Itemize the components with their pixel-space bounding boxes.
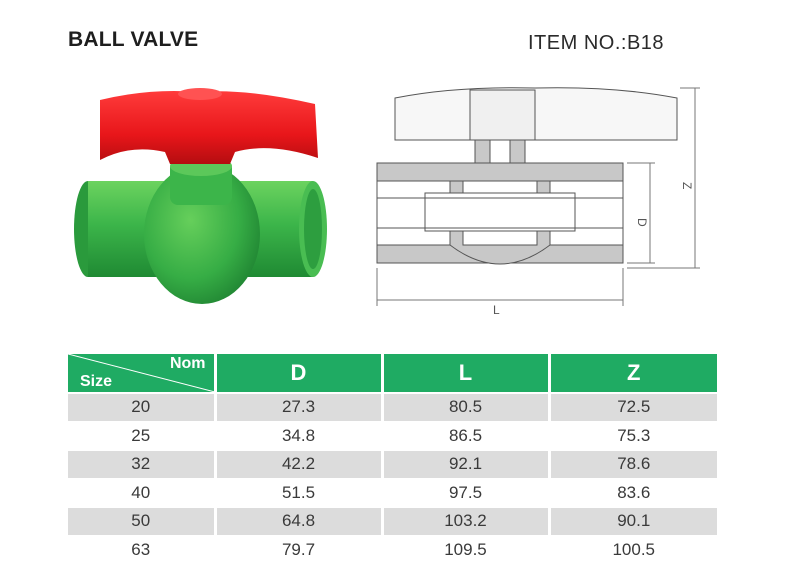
- cross-section-drawing: L D Z: [376, 87, 700, 317]
- dimension-l-label: L: [493, 303, 500, 317]
- column-header-d: D: [213, 354, 382, 393]
- cell-size: 63: [68, 535, 215, 563]
- ball-valve-photo: [74, 88, 327, 304]
- table-corner-header: Nom Size: [68, 354, 215, 393]
- cell-z: 78.6: [547, 450, 717, 479]
- dimension-table: Nom Size D L Z 20 27.3 80.5 72.5 25 34.8…: [68, 354, 717, 563]
- cell-d: 27.3: [213, 393, 382, 422]
- table-row: 25 34.8 86.5 75.3: [68, 421, 717, 450]
- cell-size: 32: [68, 450, 215, 479]
- table-row: 63 79.7 109.5 100.5: [68, 535, 717, 563]
- dimension-d-label: D: [635, 218, 649, 227]
- cell-d: 51.5: [213, 478, 382, 507]
- cell-l: 92.1: [380, 450, 549, 479]
- cell-d: 34.8: [213, 421, 382, 450]
- corner-nom-label: Nom: [169, 355, 206, 372]
- column-header-z: Z: [547, 354, 717, 393]
- cell-z: 90.1: [547, 507, 717, 536]
- cell-size: 40: [68, 478, 215, 507]
- cell-l: 97.5: [380, 478, 549, 507]
- column-header-l: L: [380, 354, 549, 393]
- table-row: 40 51.5 97.5 83.6: [68, 478, 717, 507]
- table-row: 20 27.3 80.5 72.5: [68, 393, 717, 422]
- page-title: BALL VALVE: [68, 28, 199, 51]
- cell-size: 50: [68, 507, 215, 536]
- cell-d: 42.2: [213, 450, 382, 479]
- cell-l: 86.5: [380, 421, 549, 450]
- cell-size: 25: [68, 421, 215, 450]
- cell-d: 64.8: [213, 507, 382, 536]
- table-row: 32 42.2 92.1 78.6: [68, 450, 717, 479]
- corner-diagonal: [68, 354, 215, 392]
- cell-size: 20: [68, 393, 215, 422]
- corner-size-label: Size: [80, 373, 113, 390]
- cell-z: 75.3: [547, 421, 717, 450]
- cell-l: 103.2: [380, 507, 549, 536]
- cell-d: 79.7: [213, 535, 382, 563]
- cell-z: 83.6: [547, 478, 717, 507]
- cell-z: 100.5: [547, 535, 717, 563]
- cell-z: 72.5: [547, 393, 717, 422]
- table-header-row: Nom Size D L Z: [68, 354, 717, 393]
- item-number: ITEM NO.:B18: [528, 32, 665, 54]
- cell-l: 80.5: [380, 393, 549, 422]
- cell-l: 109.5: [380, 535, 549, 563]
- dimension-z-label: Z: [680, 182, 694, 189]
- table-row: 50 64.8 103.2 90.1: [68, 507, 717, 536]
